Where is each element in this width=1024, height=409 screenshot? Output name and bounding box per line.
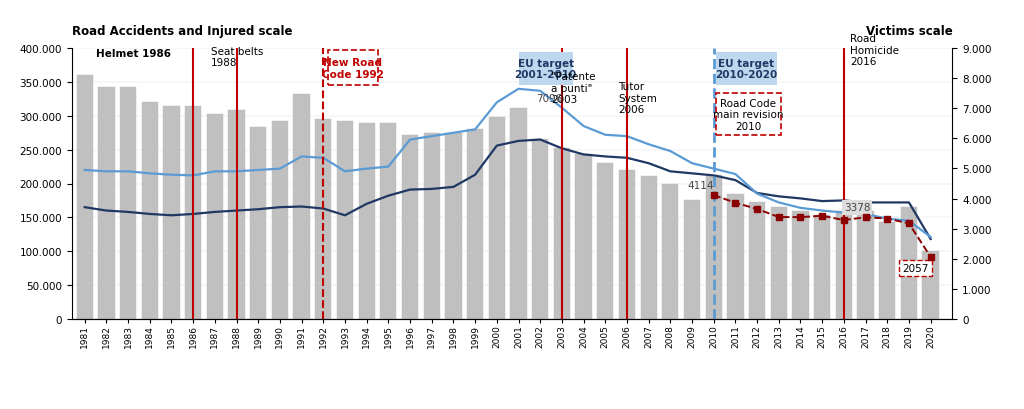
Text: 7096: 7096 <box>536 94 562 104</box>
Text: 2057: 2057 <box>902 263 929 273</box>
Bar <box>185 106 202 319</box>
Bar <box>488 117 505 319</box>
Text: 4114: 4114 <box>688 181 714 191</box>
Text: "Patente
a punti"
2003: "Patente a punti" 2003 <box>551 72 596 105</box>
FancyBboxPatch shape <box>716 52 776 86</box>
Bar <box>294 94 309 319</box>
Bar <box>445 134 462 319</box>
Text: 3378: 3378 <box>844 203 870 213</box>
Bar <box>98 88 115 319</box>
Bar <box>814 215 830 319</box>
Bar <box>923 252 939 319</box>
Bar <box>575 155 592 319</box>
Bar <box>380 124 396 319</box>
Bar <box>207 115 223 319</box>
Bar <box>77 75 93 319</box>
Text: Victims scale: Victims scale <box>865 25 952 38</box>
Bar <box>358 123 375 319</box>
Bar <box>901 208 918 319</box>
FancyBboxPatch shape <box>518 52 572 86</box>
Bar <box>271 122 288 319</box>
Bar <box>467 130 483 319</box>
FancyBboxPatch shape <box>716 94 781 135</box>
Bar <box>141 103 158 319</box>
Bar <box>554 149 570 319</box>
FancyBboxPatch shape <box>328 51 378 86</box>
Bar <box>749 203 765 319</box>
Text: Road
Homicide
2016: Road Homicide 2016 <box>850 34 899 67</box>
Bar <box>727 195 743 319</box>
Bar <box>401 135 418 319</box>
Bar <box>120 88 136 319</box>
Text: Road Code
main revision
2010: Road Code main revision 2010 <box>713 99 783 132</box>
Bar <box>641 177 656 319</box>
Bar <box>337 122 353 319</box>
Bar <box>424 134 440 319</box>
Bar <box>836 212 852 319</box>
Bar <box>163 106 179 319</box>
Bar <box>597 163 613 319</box>
Bar <box>771 208 786 319</box>
Bar <box>228 111 245 319</box>
Bar <box>250 128 266 319</box>
Bar <box>618 171 635 319</box>
Bar <box>857 211 873 319</box>
Legend: Victims, Road accidents, Injured, Target 2020 of halving deaths: Victims, Road accidents, Injured, Target… <box>266 408 758 409</box>
Bar <box>706 176 722 319</box>
Bar <box>510 109 526 319</box>
Text: Tutor
System
2006: Tutor System 2006 <box>618 82 657 115</box>
Bar <box>684 201 700 319</box>
Text: EU target
2001-2010: EU target 2001-2010 <box>514 58 577 80</box>
Text: Road Accidents and Injured scale: Road Accidents and Injured scale <box>72 25 292 38</box>
Bar <box>663 185 679 319</box>
Text: New Road
Code 1992: New Road Code 1992 <box>322 58 384 79</box>
Text: EU target
2010-2020: EU target 2010-2020 <box>715 58 777 80</box>
Bar <box>880 222 895 319</box>
Bar <box>532 139 548 319</box>
Bar <box>793 211 809 319</box>
Bar <box>315 120 332 319</box>
Text: Helmet 1986: Helmet 1986 <box>95 49 171 59</box>
Text: Seat belts
1988: Seat belts 1988 <box>211 46 263 68</box>
